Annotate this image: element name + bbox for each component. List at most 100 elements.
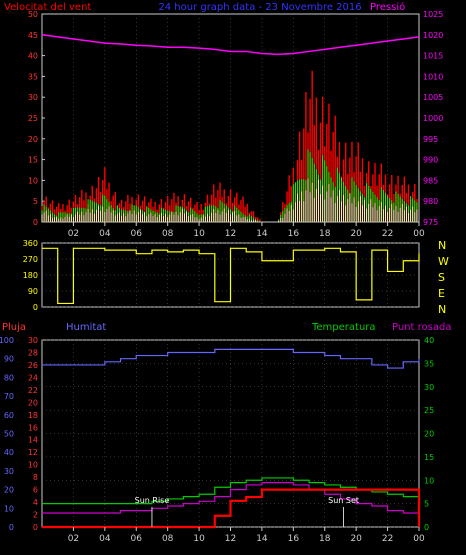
pressure-line: [41, 34, 420, 56]
wind-speed-axis: 0 5 10 15 20 25 30 35 40 45 50: [28, 10, 45, 227]
pressure-axis: 975 980 985 990 995 1000 1005 1010 1015 1020 1025: [423, 10, 443, 227]
x-tick-label: 22: [382, 229, 393, 239]
sun-label: Sun Set: [328, 496, 359, 505]
wind-speed-tick-label: 30: [28, 93, 38, 102]
rain-tick-label: 30: [4, 467, 14, 476]
x-tick-label: 08: [162, 534, 174, 544]
x-tick-label: 00: [413, 229, 425, 239]
wind-speed-tick-label: 45: [28, 31, 38, 40]
humidity-tick-label: 22: [28, 386, 38, 395]
pressure-tick-label: 1010: [423, 72, 443, 81]
wind-direction-line: [42, 247, 420, 305]
rain-tick-label: 80: [4, 373, 14, 382]
humidity-tick-label: 0: [33, 523, 38, 532]
pressure-tick-label: 1015: [423, 52, 443, 61]
wind-speed-tick-label: 25: [28, 114, 38, 123]
wind-speed-tick-label: 0: [33, 218, 38, 227]
humidity-tick-label: 10: [28, 461, 38, 470]
compass-label: E: [438, 287, 445, 300]
temperature-tick-label: 25: [424, 406, 434, 415]
x-tick-label: 08: [162, 229, 174, 239]
rain-tick-label: 40: [4, 448, 14, 457]
rain-tick-label: 50: [4, 430, 14, 439]
rain-tick-label: 60: [4, 411, 14, 420]
rain-tick-label: 100: [0, 336, 14, 345]
pressure-tick-label: 975: [423, 218, 438, 227]
rain-tick-label: 20: [4, 486, 14, 495]
compass-label: N: [438, 303, 446, 316]
x-tick-label: 12: [225, 229, 236, 239]
humidity-tick-label: 28: [28, 348, 38, 357]
humidity-tick-label: 14: [28, 436, 38, 445]
rain-tick-label: 10: [4, 504, 14, 513]
direction-tick-label: 180: [23, 271, 38, 280]
pressure-tick-label: 1020: [423, 31, 443, 40]
direction-tick-label: 90: [28, 287, 38, 296]
rain-tick-label: 90: [4, 355, 14, 364]
temperature-tick-label: 30: [424, 383, 434, 392]
x-tick-label: 02: [68, 229, 79, 239]
humidity-tick-label: 18: [28, 411, 38, 420]
direction-tick-label: 0: [33, 303, 38, 312]
rain-tick-label: 70: [4, 392, 14, 401]
temperature-tick-label: 20: [424, 430, 434, 439]
pressure-tick-label: 1025: [423, 10, 443, 19]
x-tick-label: 00: [413, 534, 425, 544]
temperature-tick-label: 15: [424, 453, 434, 462]
x-tick-label: 16: [288, 534, 300, 544]
series-line-temperature: [42, 481, 420, 516]
wind-pressure-grid: [73, 14, 388, 222]
x-tick-label: 12: [225, 534, 236, 544]
wind-pressure-x-axis: 02 04 06 08 10 12 14 16 18 20 22 00: [68, 222, 425, 239]
wind-speed-tick-label: 5: [33, 197, 38, 206]
x-tick-label: 20: [350, 534, 362, 544]
pressure-title: Pressió: [370, 1, 405, 13]
wind-speed-tick-label: 20: [28, 135, 38, 144]
humidity-tick-label: 16: [28, 423, 38, 432]
x-tick-label: 14: [256, 229, 268, 239]
x-tick-label: 10: [193, 229, 205, 239]
pressure-tick-label: 995: [423, 135, 438, 144]
rain-axis: 0 10 20 30 40 50 60 70 80 90 100: [0, 336, 14, 532]
temperature-tick-label: 0: [424, 523, 429, 532]
compass-label: N: [438, 239, 446, 252]
humidity-tick-label: 8: [33, 473, 38, 482]
weather-x-axis: 02 04 06 08 10 12 14 16 18 20 22 00: [68, 527, 425, 544]
weather-series: [42, 348, 421, 529]
wind-speed-tick-label: 50: [28, 10, 38, 19]
x-tick-label: 16: [288, 229, 300, 239]
humidity-tick-label: 24: [28, 373, 38, 382]
x-tick-label: 04: [99, 229, 111, 239]
direction-tick-label: 270: [23, 255, 38, 264]
x-tick-label: 18: [319, 534, 331, 544]
pressure-tick-label: 985: [423, 176, 438, 185]
x-tick-label: 20: [350, 229, 362, 239]
temperature-tick-label: 35: [424, 359, 434, 368]
wind-speed-tick-label: 35: [28, 72, 38, 81]
x-tick-label: 10: [193, 534, 205, 544]
x-tick-label: 06: [131, 229, 143, 239]
x-tick-label: 06: [131, 534, 143, 544]
series-line-humidity: [42, 348, 420, 369]
pressure-tick-label: 1000: [423, 114, 443, 123]
temperature-tick-label: 40: [424, 336, 434, 345]
x-tick-label: 02: [68, 534, 79, 544]
humidity-tick-label: 20: [28, 398, 38, 407]
humidity-tick-label: 30: [28, 336, 38, 345]
temperature-tick-label: 10: [424, 476, 434, 485]
pressure-tick-label: 980: [423, 197, 438, 206]
humidity-tick-label: 26: [28, 361, 38, 370]
compass-label: S: [438, 271, 445, 284]
wind-speed-tick-label: 40: [28, 52, 38, 61]
wind-speed-tick-label: 10: [28, 176, 38, 185]
humidity-title: Humitat: [66, 322, 106, 333]
sun-annotations: Sun Rise Sun Set: [135, 496, 359, 527]
x-tick-label: 14: [256, 534, 268, 544]
x-tick-label: 18: [319, 229, 331, 239]
graph-date-title: 24 hour graph data - 23 Novembre 2016: [158, 2, 361, 13]
temperature-title: Temperatura: [311, 322, 376, 333]
wind-speed-tick-label: 15: [28, 156, 38, 165]
wind-speed-title: Velocitat del vent: [4, 2, 91, 13]
